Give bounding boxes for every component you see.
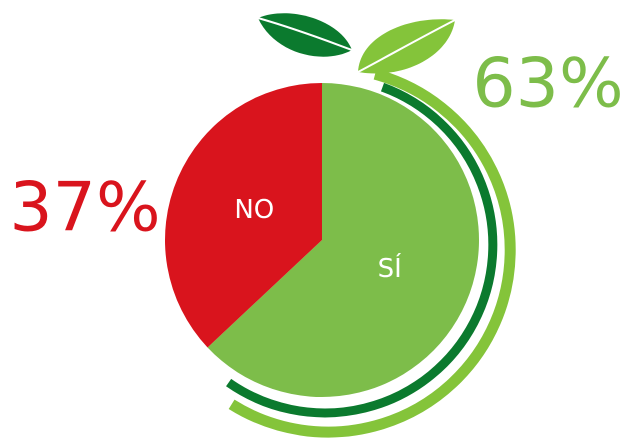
slice-label: NO bbox=[234, 195, 274, 225]
value-label: 37% bbox=[9, 169, 160, 248]
pie bbox=[165, 83, 479, 397]
slice-label: SÍ bbox=[378, 252, 402, 284]
leaf-dark bbox=[258, 13, 352, 56]
value-label: 63% bbox=[472, 45, 623, 124]
chart: SÍ 63% NO 37% bbox=[0, 0, 632, 446]
